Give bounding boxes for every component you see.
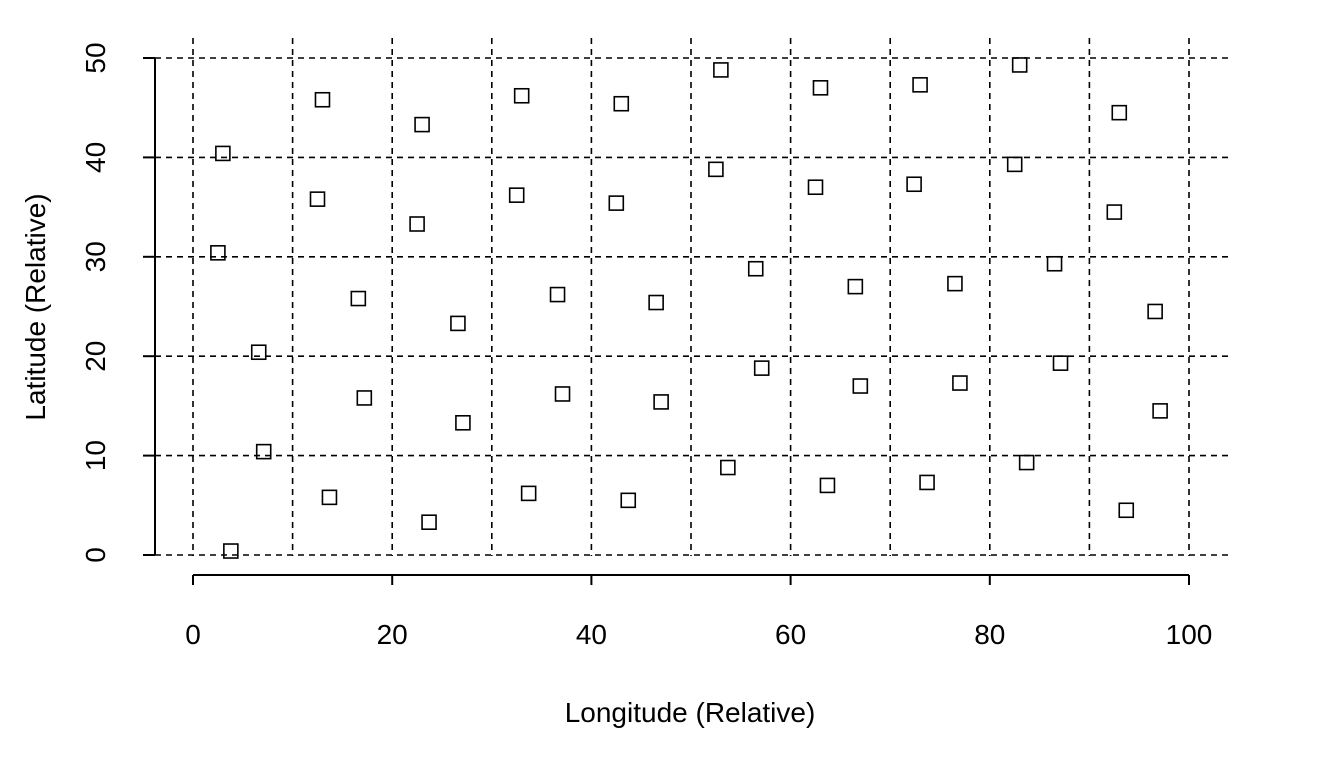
y-axis-title: Latitude (Relative) (20, 193, 51, 420)
data-point-square (215, 145, 231, 162)
data-point-square (812, 80, 829, 96)
data-point-square (906, 176, 922, 193)
data-point-square (1147, 303, 1163, 320)
data-point-square (708, 161, 724, 178)
data-point-square (250, 344, 267, 361)
x-axis-title: Longitude (Relative) (565, 697, 816, 728)
y-tick-label: 0 (80, 547, 111, 563)
data-point-square (713, 62, 729, 78)
data-point-square (1152, 403, 1168, 419)
axes: 0 20 40 60 80 100 0 10 20 30 40 50 (80, 42, 1212, 650)
data-point-square (356, 390, 373, 406)
data-point-square (450, 315, 466, 332)
data-point-square (952, 375, 968, 391)
data-point-square (409, 216, 425, 232)
y-tick-label: 30 (80, 241, 111, 272)
data-point-square (1011, 57, 1028, 73)
data-point-square (520, 485, 537, 502)
y-tick-label: 20 (80, 341, 111, 372)
grid-lines (155, 38, 1230, 556)
data-point-square (608, 195, 625, 211)
data-point-square (513, 87, 530, 104)
data-points (210, 57, 1168, 559)
data-point-square (255, 443, 272, 460)
x-tick-label: 40 (576, 619, 607, 650)
data-point-square (1111, 104, 1128, 121)
data-point-square (1006, 156, 1023, 173)
data-point-square (852, 378, 869, 394)
data-point-square (1018, 454, 1035, 471)
data-point-square (919, 474, 935, 491)
data-point-square (554, 386, 571, 402)
data-point-square (807, 179, 824, 196)
data-point-square (549, 286, 566, 303)
data-point-square (455, 414, 471, 431)
data-point-square (620, 492, 637, 509)
data-point-square (753, 360, 770, 376)
data-point-square (648, 294, 664, 311)
x-tick-label: 80 (974, 619, 1005, 650)
y-tick-label: 10 (80, 440, 111, 471)
data-point-square (720, 459, 736, 476)
data-point-square (321, 489, 338, 506)
y-tick-label: 40 (80, 142, 111, 173)
data-point-square (613, 95, 630, 112)
data-point-square (210, 245, 226, 261)
data-point-square (223, 543, 239, 559)
x-tick-label: 20 (377, 619, 408, 650)
data-point-square (947, 275, 963, 292)
data-point-square (912, 77, 928, 93)
x-tick-label: 60 (775, 619, 806, 650)
y-tick-label: 50 (80, 42, 111, 73)
data-point-square (1052, 355, 1069, 371)
data-point-square (350, 290, 367, 307)
data-point-square (653, 394, 669, 410)
data-point-square (414, 116, 430, 133)
x-tick-label: 100 (1166, 619, 1213, 650)
data-point-square (309, 191, 326, 207)
data-point-square (1046, 255, 1063, 272)
data-point-square (1118, 502, 1135, 519)
x-tick-label: 0 (185, 619, 201, 650)
data-point-square (314, 91, 331, 108)
data-point-square (819, 477, 836, 494)
data-point-square (1106, 204, 1123, 220)
data-point-square (747, 260, 764, 277)
data-point-square (847, 278, 864, 295)
data-point-square (508, 187, 525, 203)
data-point-square (421, 514, 437, 530)
